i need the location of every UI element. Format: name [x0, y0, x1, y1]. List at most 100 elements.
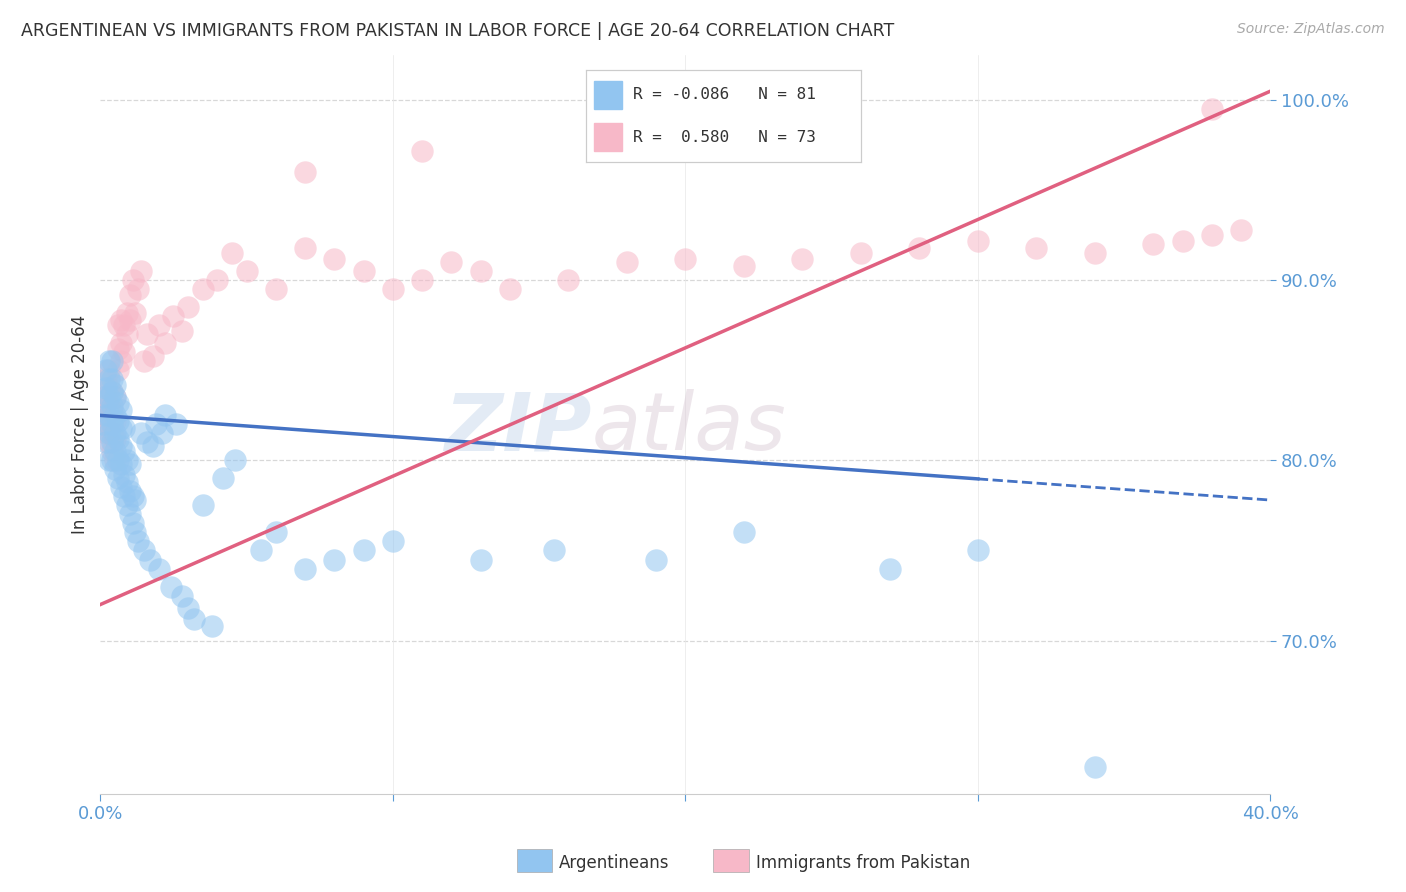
Point	[101, 384, 124, 399]
Point	[118, 484, 141, 499]
Point	[207, 273, 229, 287]
Point	[98, 381, 121, 395]
Point	[101, 400, 124, 414]
Point	[115, 453, 138, 467]
Point	[98, 372, 121, 386]
Point	[96, 435, 118, 450]
Point	[162, 310, 184, 324]
Text: Immigrants from Pakistan: Immigrants from Pakistan	[755, 854, 970, 871]
Point	[98, 453, 121, 467]
Point	[250, 543, 273, 558]
Text: ARGENTINEAN VS IMMIGRANTS FROM PAKISTAN IN LABOR FORCE | AGE 20-64 CORRELATION C: ARGENTINEAN VS IMMIGRANTS FROM PAKISTAN …	[21, 22, 894, 40]
Point	[159, 580, 181, 594]
Point	[127, 534, 149, 549]
Point	[129, 426, 152, 441]
Point	[91, 400, 114, 414]
Point	[107, 471, 129, 485]
Point	[107, 318, 129, 333]
Point	[115, 475, 138, 489]
Point	[411, 144, 433, 158]
Y-axis label: In Labor Force | Age 20-64: In Labor Force | Age 20-64	[72, 315, 89, 534]
Point	[733, 525, 755, 540]
Point	[645, 552, 668, 566]
Point	[177, 301, 200, 315]
Point	[112, 467, 135, 482]
Point	[110, 313, 132, 327]
Point	[96, 391, 118, 405]
Point	[381, 282, 404, 296]
Point	[153, 409, 176, 423]
Point	[98, 354, 121, 368]
Point	[323, 252, 346, 266]
Point	[121, 516, 143, 531]
Point	[101, 403, 124, 417]
Point	[967, 543, 990, 558]
Point	[112, 345, 135, 359]
Point	[145, 417, 167, 432]
Point	[136, 327, 159, 342]
Point	[191, 499, 214, 513]
Point	[150, 426, 173, 441]
Point	[121, 490, 143, 504]
Point	[115, 327, 138, 342]
Point	[91, 417, 114, 432]
Point	[101, 354, 124, 368]
Point	[110, 421, 132, 435]
Point	[118, 287, 141, 301]
Point	[235, 264, 257, 278]
Point	[142, 349, 165, 363]
Point	[440, 255, 463, 269]
Point	[183, 612, 205, 626]
Point	[98, 363, 121, 377]
Point	[91, 417, 114, 432]
Point	[148, 318, 170, 333]
Point	[101, 453, 124, 467]
Point	[733, 259, 755, 273]
Point	[1142, 237, 1164, 252]
Point	[124, 306, 146, 320]
Point	[1084, 246, 1107, 260]
Point	[118, 313, 141, 327]
Point	[98, 426, 121, 441]
Point	[104, 462, 127, 476]
Point	[104, 409, 127, 423]
Point	[849, 246, 872, 260]
Point	[98, 435, 121, 450]
Point	[1201, 228, 1223, 243]
Point	[172, 589, 194, 603]
Text: atlas: atlas	[592, 389, 786, 467]
Point	[124, 493, 146, 508]
Point	[1201, 102, 1223, 116]
Point	[124, 525, 146, 540]
Point	[129, 264, 152, 278]
Point	[139, 552, 162, 566]
Point	[165, 417, 187, 432]
Point	[1171, 234, 1194, 248]
Point	[104, 444, 127, 458]
Point	[112, 421, 135, 435]
Point	[879, 561, 901, 575]
Point	[1084, 759, 1107, 773]
Point	[107, 396, 129, 410]
Point	[908, 241, 931, 255]
Point	[107, 363, 129, 377]
Point	[98, 400, 121, 414]
Point	[264, 282, 287, 296]
Point	[110, 480, 132, 494]
Point	[107, 453, 129, 467]
Point	[101, 372, 124, 386]
Point	[107, 342, 129, 356]
Point	[221, 246, 243, 260]
Point	[470, 264, 492, 278]
Point	[1230, 223, 1253, 237]
Point	[499, 282, 522, 296]
Point	[142, 439, 165, 453]
Point	[353, 264, 375, 278]
Point	[153, 336, 176, 351]
Point	[110, 403, 132, 417]
Point	[101, 435, 124, 450]
Point	[673, 252, 696, 266]
Point	[96, 426, 118, 441]
Point	[104, 453, 127, 467]
Point	[107, 432, 129, 446]
